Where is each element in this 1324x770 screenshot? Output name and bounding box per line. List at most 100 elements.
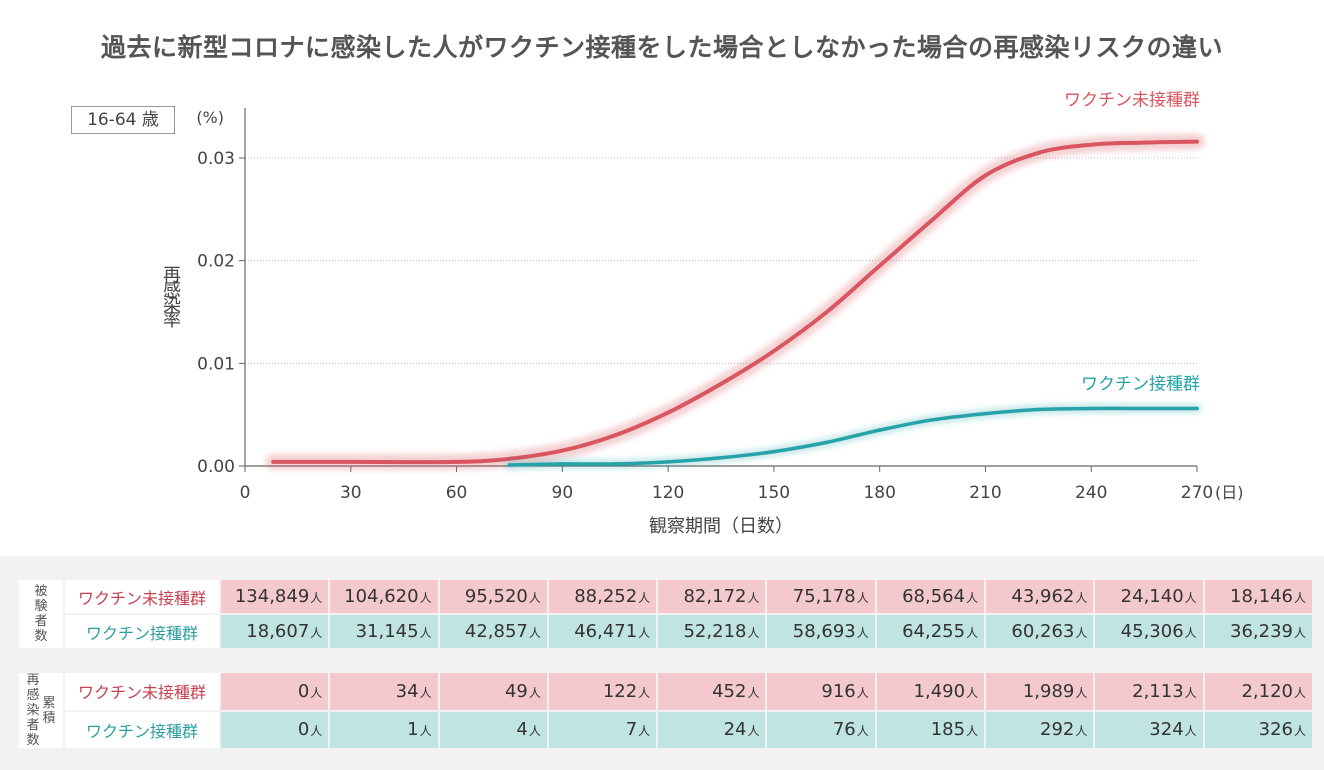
data-point-unvaccinated [1089,142,1094,147]
table-cell: 95,520人 [439,580,547,613]
x-unit-label: (日) [1215,483,1244,502]
age-group-badge: 16-64 歳 [71,106,175,134]
cell-unit: 人 [528,685,541,700]
cell-unit: 人 [747,626,760,640]
table-cell: 46,471人 [548,615,657,648]
data-point-vaccinated [560,462,565,466]
cell-value: 75,178 [792,586,856,607]
data-point-unvaccinated [560,448,565,453]
table-cell: 24人 [658,711,766,748]
cell-value: 122 [602,680,638,702]
table-cell: 326人 [1204,711,1312,748]
data-point-vaccinated [824,440,829,445]
cell-unit: 人 [1075,626,1088,640]
table-cell: 1人 [330,711,438,748]
cell-value: 134,849 [234,586,310,607]
table-cell: 134,849人 [221,580,329,613]
cell-value: 2,120 [1241,680,1293,702]
cell-value: 18,146 [1230,586,1293,607]
series-label-unvaccinated: ワクチン未接種群 [1064,91,1200,111]
row-label-unvaccinated: ワクチン未接種群 [65,673,219,710]
data-point-unvaccinated [824,310,829,314]
x-tick-label: 30 [340,483,362,503]
data-point-vaccinated [1089,406,1094,411]
cell-value: 326 [1258,719,1293,741]
data-point-unvaccinated [1036,151,1041,155]
cell-value: 95,520 [464,586,528,607]
axis-labels: 0.00 0.01 0.02 0.03 (%) 0 30 60 90 120 150 180 210 24… [196,91,1243,537]
cell-unit: 人 [1293,685,1306,700]
series-line-vaccinated [507,406,1199,467]
cell-value: 452 [712,680,747,702]
cell-unit: 人 [966,591,979,605]
series-label-vaccinated: ワクチン接種群 [1081,375,1200,395]
grid-lines [245,157,1197,364]
y-tick-label: 0.03 [197,149,235,169]
confidence-band-unvaccinated [265,133,1205,471]
data-point-vaccinated [613,462,618,466]
cell-unit: 人 [638,685,651,700]
cell-unit: 人 [1075,724,1088,739]
data-point-unvaccinated [454,460,459,464]
cell-value: 36,239 [1230,621,1293,642]
data-point-unvaccinated [772,349,776,353]
data-point-vaccinated [772,449,776,454]
data-point-unvaccinated [613,433,618,438]
cell-value: 0 [297,719,310,741]
cell-unit: 人 [1184,626,1197,640]
series-layer [265,133,1205,471]
cell-value: 24 [723,719,747,741]
cell-unit: 人 [419,685,432,700]
table-cell: 185人 [876,711,985,748]
data-point-unvaccinated [271,460,276,464]
cell-unit: 人 [1184,685,1197,700]
cell-unit: 人 [310,591,323,605]
table-cell: 2,120人 [1204,673,1312,710]
cell-value: 82,172 [683,586,747,607]
table-cell: 24,140人 [1095,580,1203,613]
cell-value: 34 [395,680,419,702]
table-cell: 452人 [658,673,766,710]
cell-value: 104,620 [344,586,419,607]
y-tick-label: 0.01 [197,354,235,374]
page-title: 過去に新型コロナに感染した人がワクチン接種をした場合としなかった場合の再感染リス… [100,33,1223,62]
data-point-unvaccinated [507,457,512,461]
cell-unit: 人 [638,724,651,739]
cell-unit: 人 [1293,626,1306,640]
cell-unit: 人 [528,724,541,739]
x-tick-label: 150 [758,483,790,503]
x-tick-label: 210 [969,483,1001,503]
table-cell: 2,113人 [1095,673,1203,710]
table-cell: 88,252人 [548,580,657,613]
table-cell: 18,607人 [221,615,329,648]
cell-value: 58,693 [792,621,856,642]
data-point-vaccinated [666,460,670,464]
table-row: 再感染者数 累積 ワクチン未接種群 0人 34人 49人 122人 452人 916人 1,4… [19,673,1312,748]
table-cell: 122人 [548,673,657,710]
row-label-unvaccinated: ワクチン未接種群 [65,580,219,613]
data-point-vaccinated [983,411,988,416]
table-cell: 43,962人 [986,580,1094,613]
table-cell: 0人 [221,711,329,748]
y-unit-label: (%) [196,108,224,127]
cell-unit: 人 [310,724,323,739]
table-cell: 52,218人 [658,615,766,648]
table-cell: 76人 [767,711,875,748]
cell-value: 0 [297,680,310,702]
cell-unit: 人 [1075,591,1088,605]
data-point-vaccinated [1195,406,1199,411]
table-cell: 916人 [767,673,875,710]
cell-value: 324 [1149,719,1184,741]
cell-value: 1 [407,719,419,741]
table-row: 被験者数 ワクチン未接種群 134,849人 104,620人 95,520人 88,… [19,580,1312,648]
row-label-vaccinated: ワクチン接種群 [65,711,219,748]
data-point-unvaccinated [1195,139,1199,144]
cumulative-group-label: 再感染者数 累積 [19,673,63,748]
cell-unit: 人 [1184,591,1197,605]
table-cell: 1,490人 [876,673,985,710]
cell-unit: 人 [747,591,760,605]
x-tick-label: 240 [1075,483,1107,503]
table-cell: 60,263人 [986,615,1094,648]
table-row: ワクチン接種群 0人 1人 4人 7人 24人 76人 185人 292人 324人 326人 [19,711,1312,748]
table-cell: 49人 [439,673,547,710]
